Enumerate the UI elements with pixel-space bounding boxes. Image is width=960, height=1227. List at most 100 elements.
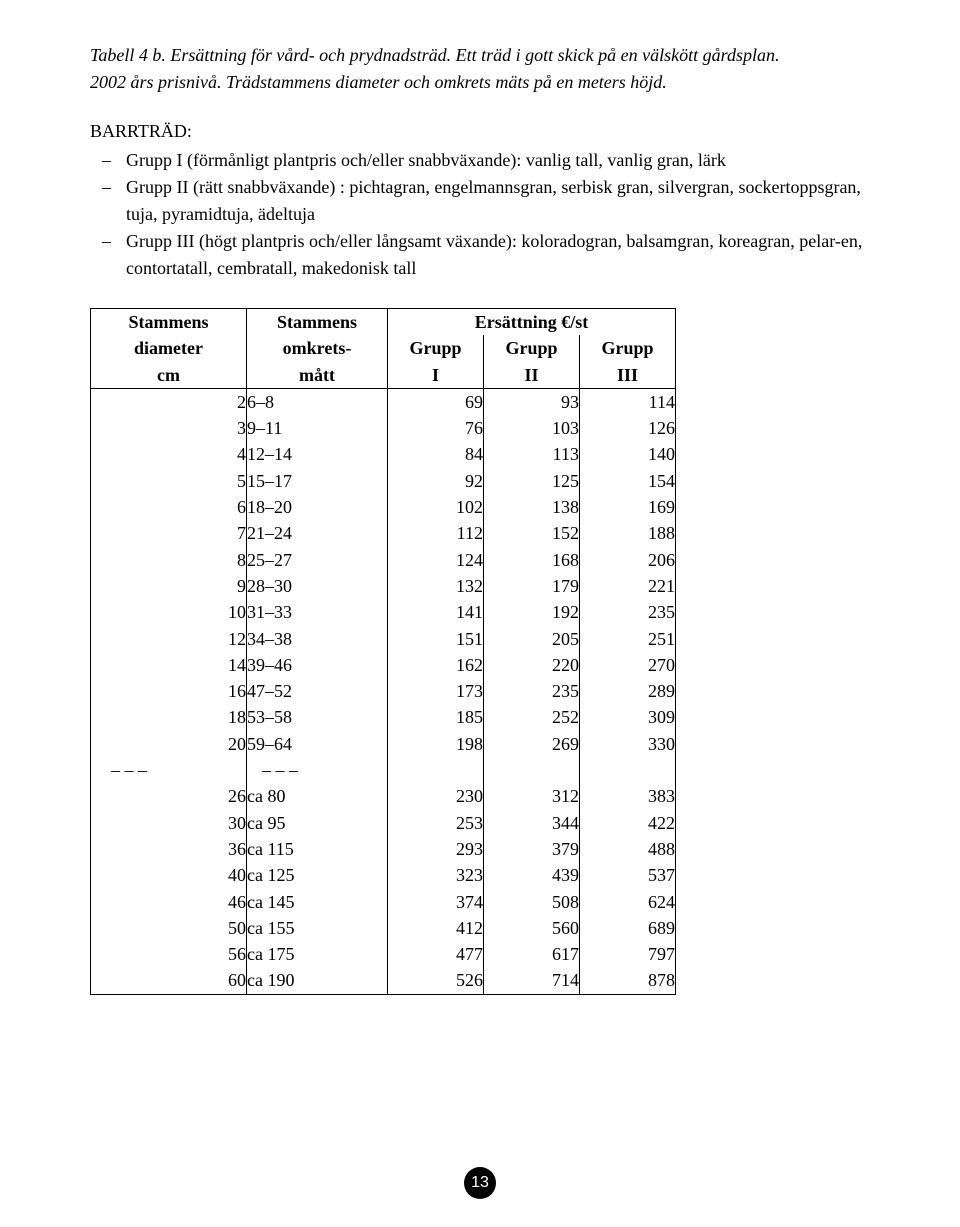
cell-group-3: 188 (580, 520, 676, 546)
cell-diameter: 12 (91, 626, 247, 652)
table-row: 1439–46162220270 (91, 652, 676, 678)
cell-group-3: 140 (580, 441, 676, 467)
cell-diameter: 30 (91, 810, 247, 836)
cell-group-3: 169 (580, 494, 676, 520)
table-caption: Tabell 4 b. Ersättning för vård- och pry… (90, 42, 870, 96)
header-circumference-l1: Stammens (247, 309, 388, 336)
cell-group-3: 422 (580, 810, 676, 836)
cell-group-3: 126 (580, 415, 676, 441)
cell-circumference: 39–46 (247, 652, 388, 678)
cell-group-3: 383 (580, 783, 676, 809)
cell-diameter: 60 (91, 967, 247, 994)
cell-diameter: 6 (91, 494, 247, 520)
cell-circumference: ca 95 (247, 810, 388, 836)
cell-diameter: 8 (91, 547, 247, 573)
caption-line-1: Tabell 4 b. Ersättning för vård- och pry… (90, 45, 779, 65)
cell-group-1 (388, 757, 484, 783)
cell-group-3: 537 (580, 862, 676, 888)
cell-group-2: 205 (484, 626, 580, 652)
cell-circumference: 12–14 (247, 441, 388, 467)
cell-group-2: 379 (484, 836, 580, 862)
cell-diameter: 7 (91, 520, 247, 546)
cell-group-1: 124 (388, 547, 484, 573)
compensation-table: Stammens Stammens Ersättning €/st diamet… (90, 308, 676, 995)
table-row: 26–86993114 (91, 388, 676, 415)
cell-circumference: ca 190 (247, 967, 388, 994)
cell-diameter: 56 (91, 941, 247, 967)
cell-group-3: 206 (580, 547, 676, 573)
table-row: 1647–52173235289 (91, 678, 676, 704)
cell-circumference: 31–33 (247, 599, 388, 625)
cell-group-3: 154 (580, 468, 676, 494)
cell-group-2: 439 (484, 862, 580, 888)
cell-group-1: 102 (388, 494, 484, 520)
table-row: 412–1484113140 (91, 441, 676, 467)
cell-group-2: 168 (484, 547, 580, 573)
cell-group-3: 488 (580, 836, 676, 862)
cell-group-2: 269 (484, 731, 580, 757)
table-row: – – –– – – (91, 757, 676, 783)
cell-diameter: 40 (91, 862, 247, 888)
cell-circumference: 53–58 (247, 704, 388, 730)
cell-group-1: 198 (388, 731, 484, 757)
table-row: 1853–58185252309 (91, 704, 676, 730)
table-row: 2059–64198269330 (91, 731, 676, 757)
cell-group-2: 220 (484, 652, 580, 678)
table-row: 1031–33141192235 (91, 599, 676, 625)
cell-group-1: 76 (388, 415, 484, 441)
cell-group-3: 330 (580, 731, 676, 757)
table-row: 60ca 190526714878 (91, 967, 676, 994)
cell-group-1: 412 (388, 915, 484, 941)
cell-diameter: 20 (91, 731, 247, 757)
cell-circumference: 28–30 (247, 573, 388, 599)
cell-group-2: 560 (484, 915, 580, 941)
page-number: 13 (464, 1167, 496, 1199)
cell-group-2: 113 (484, 441, 580, 467)
cell-diameter: – – – (91, 757, 247, 783)
cell-group-1: 92 (388, 468, 484, 494)
cell-group-1: 323 (388, 862, 484, 888)
header-g1-l3: I (388, 362, 484, 389)
cell-group-3: 114 (580, 388, 676, 415)
cell-circumference: ca 80 (247, 783, 388, 809)
cell-circumference: 59–64 (247, 731, 388, 757)
header-diameter-l3: cm (91, 362, 247, 389)
header-g3-l2: Grupp (580, 335, 676, 361)
cell-circumference: ca 145 (247, 889, 388, 915)
table-row: 1234–38151205251 (91, 626, 676, 652)
cell-circumference: ca 175 (247, 941, 388, 967)
table-row: 825–27124168206 (91, 547, 676, 573)
cell-group-3: 624 (580, 889, 676, 915)
cell-circumference: ca 115 (247, 836, 388, 862)
cell-group-3: 689 (580, 915, 676, 941)
table-row: 50ca 155412560689 (91, 915, 676, 941)
list-item: Grupp III (högt plantpris och/eller lång… (90, 228, 870, 282)
table-row: 721–24112152188 (91, 520, 676, 546)
section-heading: BARRTRÄD: (90, 118, 870, 145)
cell-group-1: 173 (388, 678, 484, 704)
list-item: Grupp II (rätt snabbväxande) : pichtagra… (90, 174, 870, 228)
cell-group-2: 152 (484, 520, 580, 546)
cell-circumference: 25–27 (247, 547, 388, 573)
cell-group-3: 878 (580, 967, 676, 994)
cell-group-3: 221 (580, 573, 676, 599)
cell-group-2: 714 (484, 967, 580, 994)
cell-circumference: 21–24 (247, 520, 388, 546)
header-diameter-l1: Stammens (91, 309, 247, 336)
header-g2-l2: Grupp (484, 335, 580, 361)
table-body: 26–8699311439–1176103126412–148411314051… (91, 388, 676, 994)
cell-circumference: 18–20 (247, 494, 388, 520)
species-group-list: Grupp I (förmånligt plantpris och/eller … (90, 147, 870, 282)
cell-circumference: 34–38 (247, 626, 388, 652)
cell-diameter: 4 (91, 441, 247, 467)
cell-group-3: 797 (580, 941, 676, 967)
table-row: 46ca 145374508624 (91, 889, 676, 915)
cell-group-2: 125 (484, 468, 580, 494)
cell-group-1: 141 (388, 599, 484, 625)
cell-diameter: 9 (91, 573, 247, 599)
cell-group-2: 617 (484, 941, 580, 967)
cell-group-2: 103 (484, 415, 580, 441)
header-g3-l3: III (580, 362, 676, 389)
cell-group-2 (484, 757, 580, 783)
cell-group-1: 112 (388, 520, 484, 546)
